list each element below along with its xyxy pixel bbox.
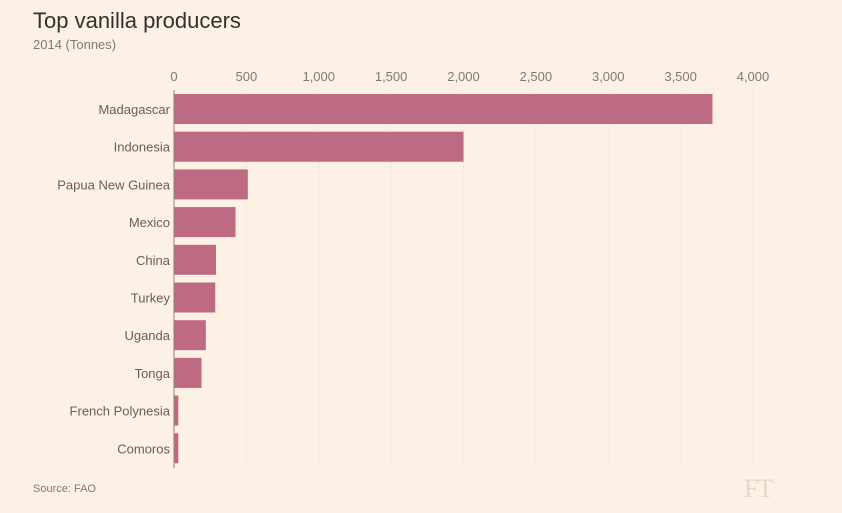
bar-turkey — [174, 282, 216, 313]
category-label: Uganda — [124, 328, 170, 343]
chart-title: Top vanilla producers — [33, 8, 241, 33]
source-note: Source: FAO — [33, 483, 96, 495]
category-label: Turkey — [131, 291, 171, 306]
bar-tonga — [174, 357, 202, 388]
bar-madagascar — [174, 94, 713, 124]
x-tick-label: 3,000 — [592, 69, 625, 84]
chart-subtitle: 2014 (Tonnes) — [33, 37, 117, 52]
x-tick-label: 0 — [170, 69, 177, 84]
category-label: Madagascar — [98, 102, 170, 117]
category-label: Mexico — [129, 215, 170, 230]
x-tick-label: 2,000 — [447, 69, 480, 84]
category-label: French Polynesia — [70, 404, 171, 419]
bar-mexico — [174, 207, 236, 238]
x-tick-label: 1,500 — [375, 69, 408, 84]
x-tick-label: 4,000 — [737, 69, 770, 84]
category-label: China — [136, 253, 171, 268]
bar-comoros — [174, 433, 179, 464]
bar-french-polynesia — [174, 395, 179, 426]
category-label: Papua New Guinea — [57, 177, 171, 192]
category-label: Indonesia — [114, 140, 171, 155]
bar-indonesia — [174, 131, 464, 162]
bar-uganda — [174, 320, 206, 351]
category-label: Comoros — [117, 441, 170, 456]
x-tick-label: 3,500 — [664, 69, 697, 84]
ft-logo: FT — [744, 474, 773, 503]
bar-papua-new-guinea — [174, 169, 248, 200]
x-tick-label: 500 — [236, 69, 258, 84]
category-label: Tonga — [135, 366, 171, 381]
x-tick-label: 1,000 — [302, 69, 335, 84]
bar-china — [174, 244, 216, 275]
x-tick-label: 2,500 — [520, 69, 553, 84]
